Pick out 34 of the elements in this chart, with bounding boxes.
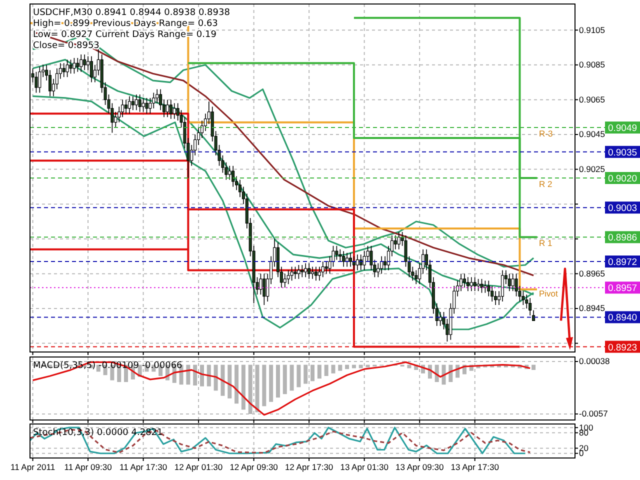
- x-tick-label: 11 Apr 2011: [10, 462, 56, 472]
- y-tick-label: 0.9045: [579, 129, 606, 140]
- ref-line-label: 0.8957: [608, 283, 638, 294]
- annotation: R 1: [539, 238, 553, 248]
- y-tick-label: 0.9065: [579, 94, 606, 104]
- x-tick-label: 11 Apr 17:30: [119, 462, 168, 472]
- y-tick-label: 0.9085: [579, 60, 606, 70]
- x-tick-label: 13 Apr 17:30: [450, 462, 500, 472]
- x-tick-label: 12 Apr 01:30: [174, 462, 223, 472]
- x-tick-label: 13 Apr 09:30: [395, 462, 444, 472]
- ref-line-label: 0.8986: [608, 232, 638, 244]
- y-tick-label: 100: [579, 422, 594, 432]
- y-tick-label: 0.8965: [579, 268, 606, 278]
- y-tick-label: 0.9105: [579, 24, 606, 35]
- ref-line-label: 0.9049: [608, 123, 638, 134]
- ref-line-label: 0.9035: [608, 147, 638, 158]
- y-tick-label: 0.9025: [579, 164, 606, 174]
- x-tick-label: 12 Apr 09:30: [230, 462, 278, 472]
- ref-line-label: 0.9020: [608, 174, 638, 184]
- y-tick-label: 20: [579, 442, 589, 453]
- text: USDCHF,M30 0.8941 0.8944 0.8938 0.8938: [33, 8, 230, 18]
- x-tick-label: 11 Apr 09:30: [64, 462, 112, 472]
- annotation: R 2: [539, 179, 553, 189]
- ref-line-label: 0.8972: [608, 257, 638, 268]
- ref-line-label: 0.9003: [608, 203, 638, 214]
- x-tick-label: 12 Apr 17:30: [284, 462, 334, 472]
- y-tick-label: 0.00038: [579, 356, 610, 366]
- y-tick-label: 0.8945: [579, 303, 606, 314]
- y-tick-label: -0.0057: [579, 408, 608, 419]
- annotation: Pivot: [539, 288, 559, 299]
- annotation: R-3: [539, 128, 553, 139]
- ref-line-label: 0.8940: [608, 312, 638, 324]
- x-tick-label: 13 Apr 01:30: [340, 462, 389, 472]
- ref-line-label: 0.8923: [608, 342, 638, 354]
